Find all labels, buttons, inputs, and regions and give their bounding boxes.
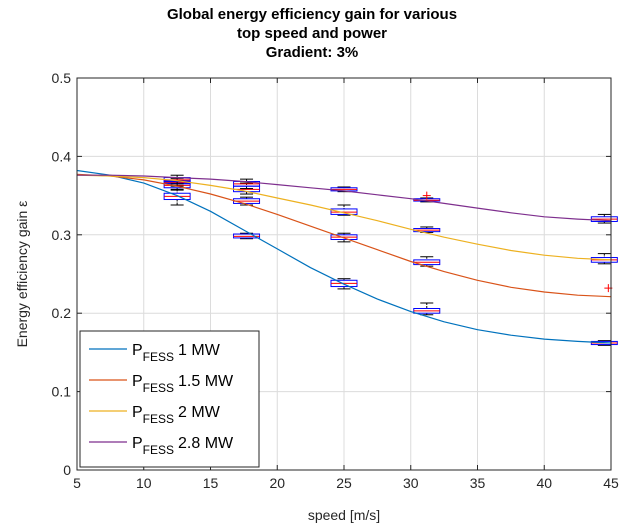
legend-series-name: 2.8 MW (178, 435, 234, 452)
x-axis-label: speed [m/s] (308, 507, 380, 523)
series-line (77, 174, 612, 222)
boxplot-layer (163, 174, 618, 346)
legend-prefix: P (132, 435, 143, 452)
legend-subscript: FESS (143, 381, 174, 395)
legend-subscript: FESS (143, 350, 174, 364)
chart-title-line-1: Global energy efficiency gain for variou… (166, 6, 458, 23)
x-tick-label: 15 (203, 475, 219, 491)
grid-lines (77, 78, 611, 470)
legend-series-name: 1.5 MW (178, 373, 234, 390)
legend-box (79, 330, 260, 468)
boxplot (330, 232, 358, 243)
x-tick-label: 40 (536, 475, 552, 491)
legend-prefix: P (132, 342, 143, 359)
y-tick-label: 0.4 (52, 148, 72, 164)
chart-title-line-2: top speed and power (236, 25, 387, 42)
outlier-markers (422, 191, 613, 293)
boxplot (413, 226, 441, 233)
series-lines (76, 169, 612, 344)
boxplot (413, 256, 441, 267)
legend-entry: PFESS 2.8 MW (89, 435, 234, 457)
legend-entry: PFESS 1.5 MW (89, 373, 234, 395)
y-tick-label: 0.2 (52, 305, 72, 321)
chart-title-line-3: Gradient: 3% (265, 44, 359, 61)
x-tick-label: 10 (136, 475, 152, 491)
x-tick-label: 30 (403, 475, 419, 491)
legend-series-name: 2 MW (178, 404, 221, 421)
y-tick-label: 0.3 (52, 227, 72, 243)
legend-prefix: P (132, 404, 143, 421)
series-line (76, 169, 612, 344)
legend-subscript: FESS (143, 443, 174, 457)
x-tick-label: 45 (603, 475, 619, 491)
legend-series-name: 1 MW (178, 342, 221, 359)
x-tick-label: 5 (73, 475, 81, 491)
legend-entry: PFESS 1 MW (89, 342, 221, 364)
y-axis-label: Energy efficiency gain ε (14, 201, 30, 348)
x-tick-label: 20 (269, 475, 285, 491)
x-tick-label: 35 (470, 475, 486, 491)
boxplot (233, 232, 261, 240)
y-tick-label: 0.5 (52, 70, 72, 86)
series-line (76, 174, 612, 261)
outlier-marker (422, 191, 431, 200)
legend-subscript: FESS (143, 412, 174, 426)
boxplot (413, 302, 441, 316)
legend-label: PFESS 2.8 MW (132, 435, 234, 457)
boxplot (330, 278, 358, 290)
series-line (76, 173, 612, 298)
legend-prefix: P (132, 373, 143, 390)
x-tick-label: 25 (336, 475, 352, 491)
boxplot (590, 213, 618, 224)
legend-label: PFESS 1.5 MW (132, 373, 234, 395)
boxplot (330, 204, 358, 216)
legend-entry: PFESS 2 MW (89, 404, 221, 426)
legend-label: PFESS 2 MW (132, 404, 221, 426)
y-tick-label: 0 (63, 462, 71, 478)
legend-label: PFESS 1 MW (132, 342, 221, 364)
axis-ticks: 5 10 15 20 25 30 35 40 45 0 0.1 0.2 0.3 0.4 0.5 (52, 70, 619, 491)
y-tick-label: 0.1 (52, 384, 72, 400)
